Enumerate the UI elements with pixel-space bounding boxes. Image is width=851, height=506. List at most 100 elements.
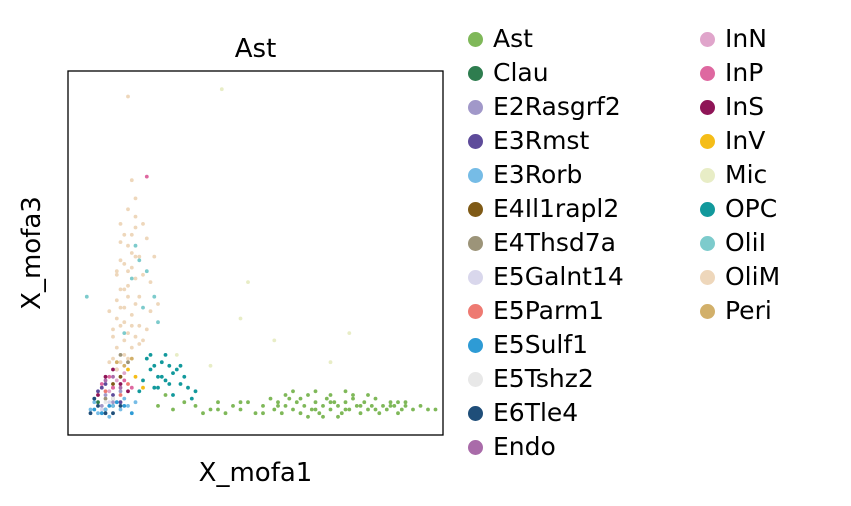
legend-item-inv: InV — [700, 124, 780, 158]
y-axis-label: X_mofa3 — [17, 196, 47, 310]
point-olim-30 — [114, 367, 119, 372]
legend-item-e4il1rapl2: E4Il1rapl2 — [468, 192, 624, 226]
legend-label: OliI — [725, 228, 766, 257]
legend-item-e4thsd7a: E4Thsd7a — [468, 226, 624, 260]
legend-label: InV — [725, 126, 766, 155]
point-e5sulf1-2 — [107, 404, 112, 408]
legend-label: OliM — [725, 262, 781, 291]
point-ast-26 — [328, 407, 333, 412]
point-peri-2 — [129, 356, 134, 361]
point-olim-31 — [129, 323, 134, 328]
point-opc-19 — [171, 393, 175, 397]
point-ast-6 — [238, 407, 243, 412]
point-olii-4 — [152, 294, 157, 299]
point-layer — [84, 87, 438, 419]
point-ast-67 — [388, 404, 393, 408]
point-olim-55 — [114, 269, 119, 274]
point-olim-44 — [126, 243, 130, 248]
point-olii-1 — [129, 276, 134, 281]
legend-label: InN — [725, 24, 767, 53]
point-mic-5 — [208, 363, 213, 368]
point-ast-52 — [298, 396, 303, 401]
legend-swatch — [468, 337, 483, 353]
point-olim-58 — [129, 232, 134, 237]
point-ast-46 — [403, 404, 408, 408]
legend-column-1: Ast Clau E2Rasgrf2 E3Rmst E3Rorb E4Il1rapl2 E4… — [468, 22, 624, 464]
point-olim-20 — [126, 331, 130, 335]
point-e6tle4-4 — [118, 404, 123, 408]
point-ast-44 — [396, 411, 400, 416]
point-olim-14 — [126, 294, 130, 299]
point-e4il1rapl2-1 — [118, 374, 123, 379]
point-e5sulf1-5 — [129, 411, 134, 416]
point-olim-12 — [114, 272, 119, 277]
legend-item-e6tle4: E6Tle4 — [468, 396, 624, 430]
legend-swatch — [468, 201, 483, 217]
point-opc-16 — [137, 389, 142, 394]
point-inv-0 — [126, 367, 130, 372]
point-ast-19 — [302, 404, 307, 408]
point-olim-36 — [152, 254, 157, 259]
point-ast-66 — [373, 407, 378, 412]
point-ast-4 — [223, 411, 228, 416]
point-peri-1 — [122, 363, 127, 368]
point-e3rorb-0 — [88, 407, 93, 412]
legend-swatch — [700, 269, 715, 285]
point-ins-2 — [118, 382, 123, 386]
point-olim-40 — [114, 298, 119, 303]
point-ast-7 — [246, 400, 250, 405]
point-ast-77 — [163, 393, 168, 397]
legend-label: OPC — [725, 194, 778, 223]
point-ast-23 — [317, 411, 322, 416]
legend-label: E3Rorb — [493, 160, 583, 189]
point-ast-31 — [347, 407, 352, 412]
point-olim-46 — [118, 222, 123, 226]
point-olii-2 — [137, 258, 142, 263]
point-olim-34 — [141, 272, 145, 277]
point-ast-64 — [343, 407, 348, 412]
point-ast-18 — [298, 411, 303, 416]
point-inp-4 — [129, 385, 134, 390]
point-olim-32 — [137, 294, 142, 299]
point-e3rmst-2 — [111, 393, 115, 397]
point-e2rasgrf2-1 — [111, 400, 115, 405]
legend-swatch — [468, 371, 483, 387]
point-mic-4 — [238, 316, 243, 321]
point-ast-38 — [373, 396, 378, 401]
legend-item-e5tshz2: E5Tshz2 — [468, 362, 624, 396]
point-endo-1 — [111, 374, 115, 379]
point-olim-33 — [111, 334, 115, 339]
point-ast-13 — [279, 411, 284, 416]
point-e3rorb-9 — [122, 396, 127, 401]
point-olim-27 — [118, 360, 123, 365]
point-ast-49 — [426, 407, 430, 412]
point-ast-73 — [216, 407, 220, 412]
point-olim-22 — [122, 338, 127, 343]
legend-swatch — [468, 99, 483, 115]
legend-item-peri: Peri — [700, 294, 780, 328]
point-ast-62 — [313, 407, 318, 412]
point-opc-0 — [148, 367, 153, 372]
point-opc-7 — [174, 367, 179, 372]
point-ast-24 — [321, 404, 325, 408]
point-ast-17 — [294, 400, 299, 405]
point-olii-7 — [156, 320, 160, 325]
point-ast-50 — [433, 407, 438, 412]
point-ast-29 — [339, 411, 344, 416]
point-ins-4 — [96, 393, 100, 397]
point-e3rorb-5 — [126, 404, 130, 408]
point-opc-18 — [144, 356, 149, 361]
point-olim-10 — [126, 269, 130, 274]
legend-column-2: InN InP InS InV Mic OPC OliI OliM Peri — [700, 22, 780, 328]
point-olim-47 — [129, 265, 134, 270]
legend-swatch — [700, 99, 715, 115]
point-ast-55 — [343, 389, 348, 394]
point-peri-0 — [114, 360, 119, 365]
legend-swatch — [468, 133, 483, 149]
point-inv-1 — [133, 374, 138, 379]
point-olim-37 — [133, 225, 138, 230]
point-ast-10 — [268, 396, 273, 401]
point-ast-43 — [392, 404, 397, 408]
point-ast-2 — [208, 407, 213, 412]
